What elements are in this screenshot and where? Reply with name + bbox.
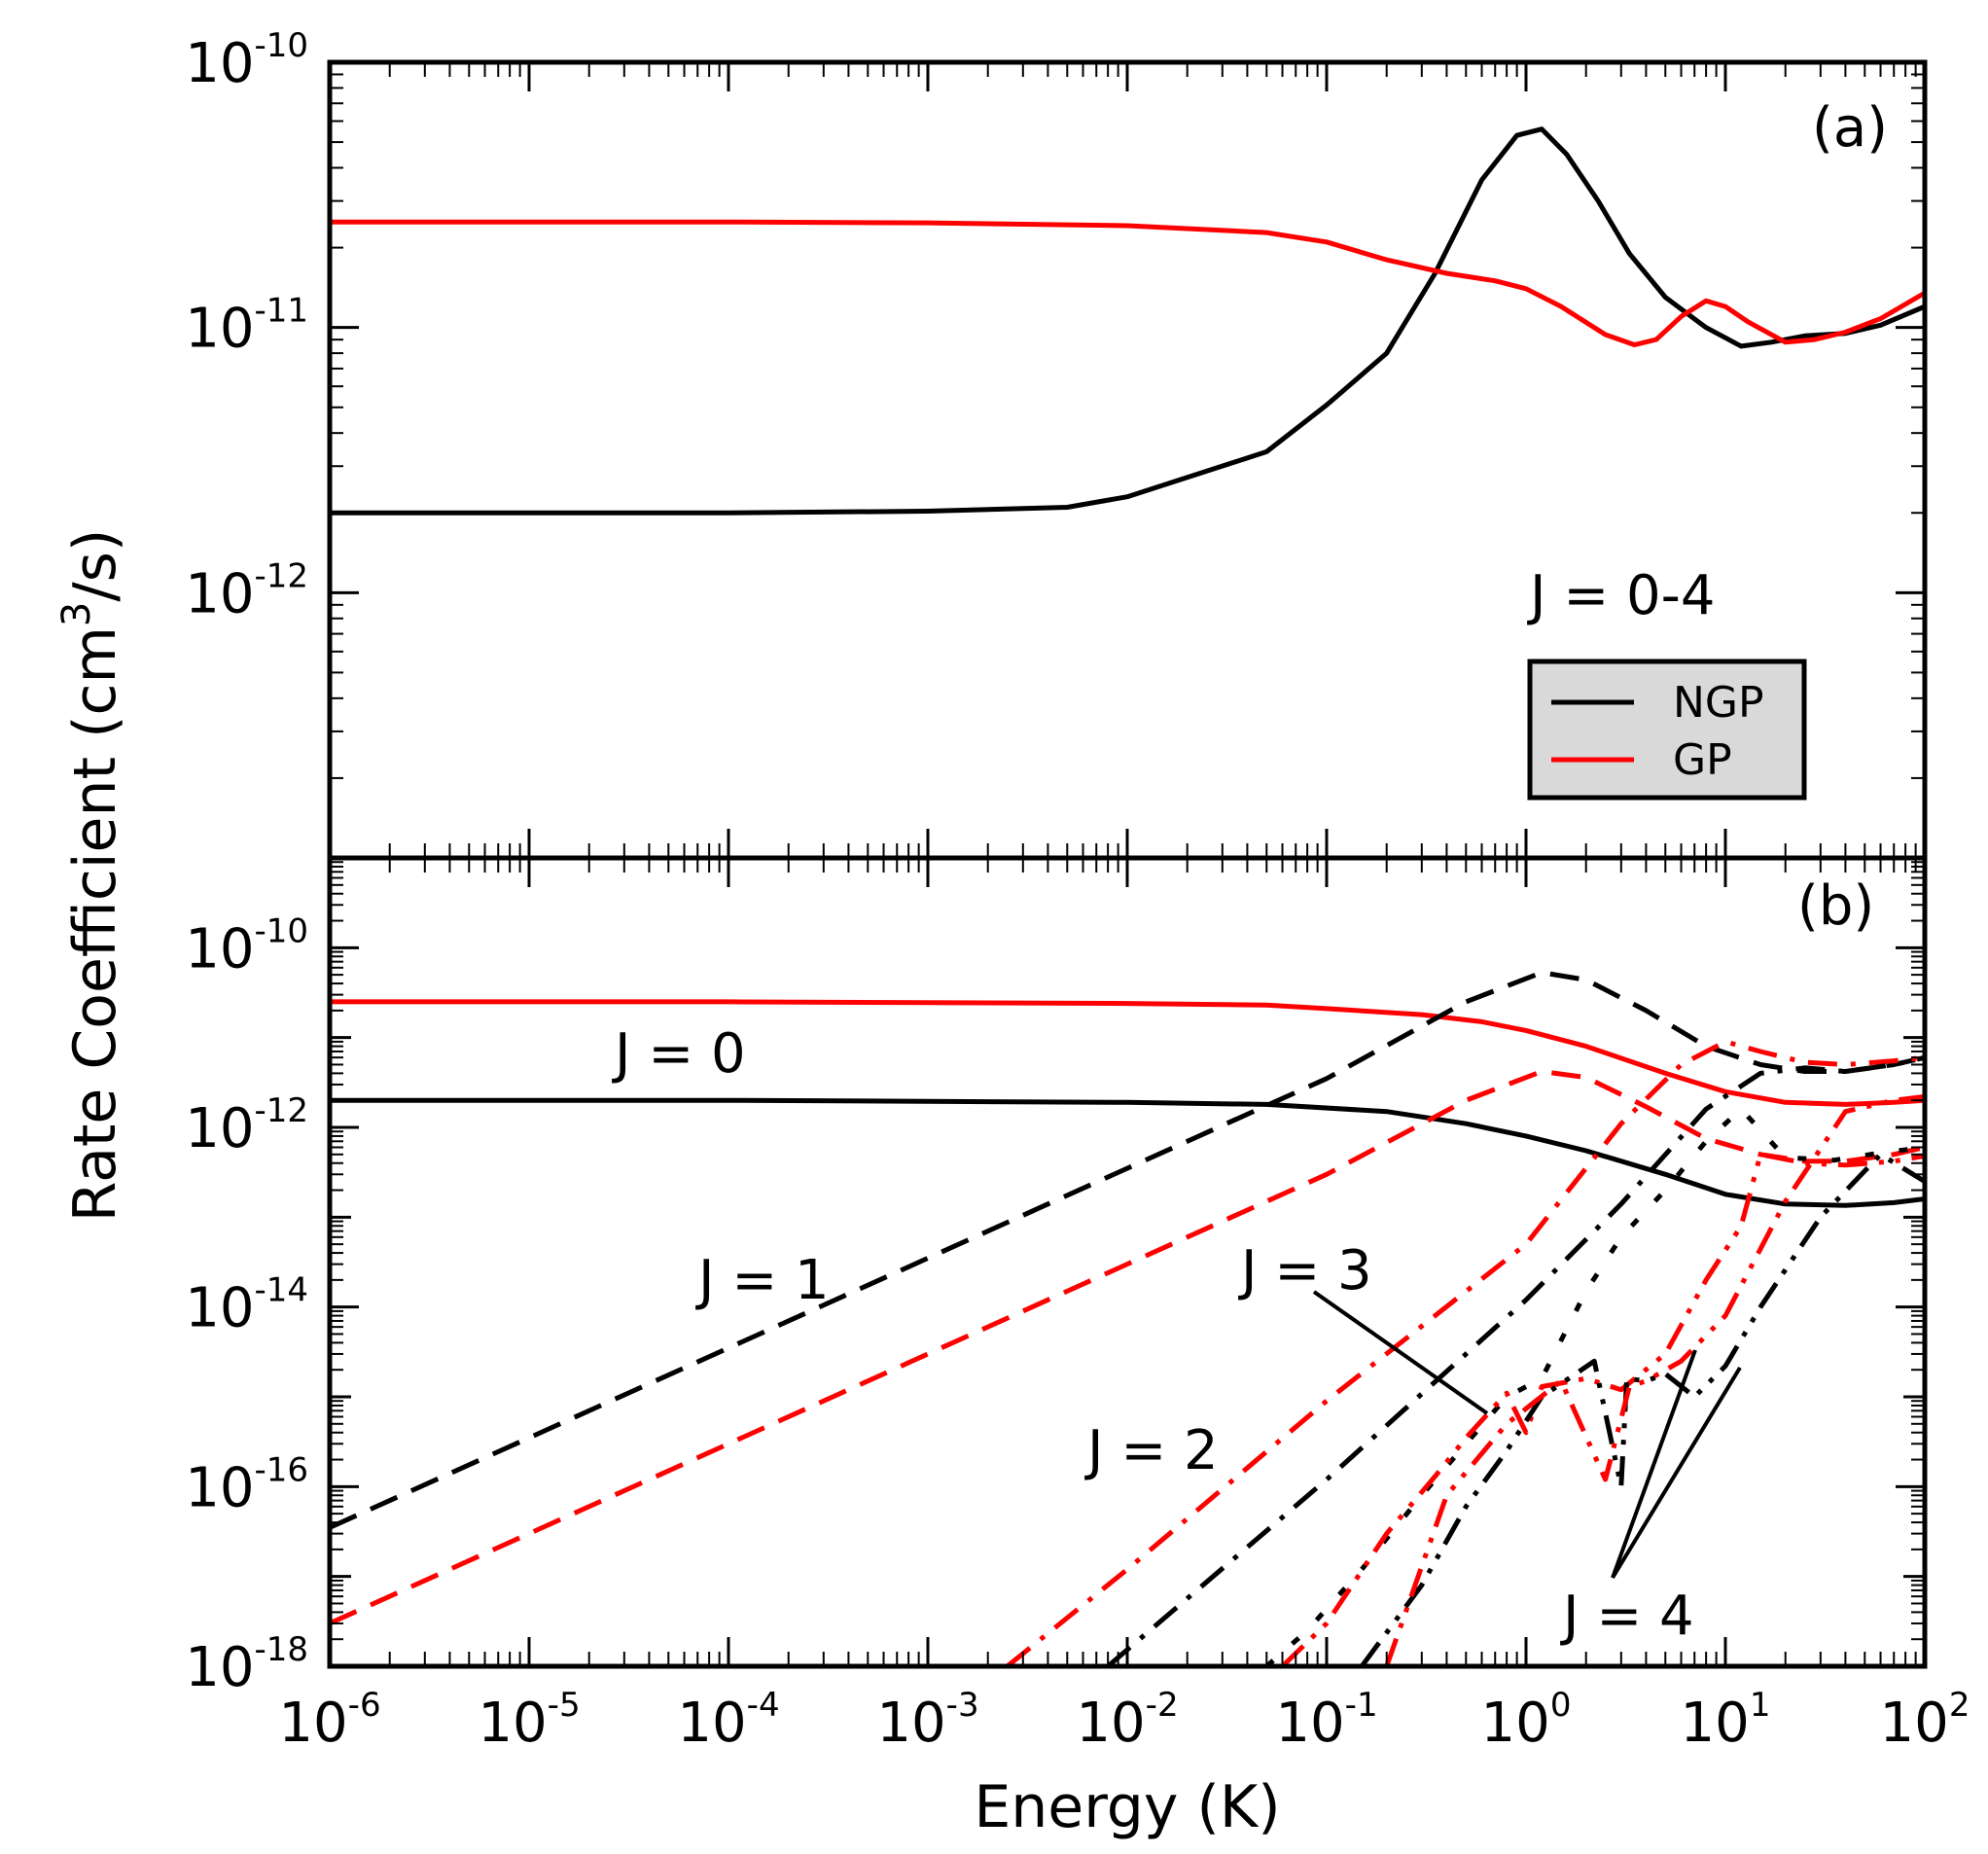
x-tick-base: 10 bbox=[1880, 1692, 1949, 1755]
y-tick-label-b: 10-18 bbox=[185, 1630, 308, 1699]
y-tick-exp: -16 bbox=[254, 1450, 308, 1489]
y-tick-label-b: 10-10 bbox=[185, 911, 308, 980]
y-axis-title: Rate Coefficient (cm3/s) bbox=[54, 529, 129, 1223]
x-tick-label: 10-3 bbox=[876, 1686, 978, 1755]
y-tick-label-a: 10-11 bbox=[185, 292, 308, 361]
x-tick-base: 10 bbox=[1481, 1692, 1550, 1755]
series-a-gp bbox=[330, 219, 1925, 347]
y-tick-exp: -10 bbox=[254, 26, 308, 65]
legend-label-gp: GP bbox=[1673, 735, 1732, 785]
j4-pointer-line-2 bbox=[1611, 1366, 1742, 1580]
y-tick-label-b: 10-14 bbox=[185, 1271, 308, 1340]
annotation-j1: J = 1 bbox=[695, 1249, 830, 1312]
x-tick-exp: 2 bbox=[1949, 1686, 1970, 1725]
legend-box bbox=[1527, 659, 1807, 801]
series-b-j-0-ngp bbox=[330, 1097, 1925, 1208]
j4-pointer-line-1 bbox=[1611, 1349, 1697, 1579]
series-b-j-3-gp bbox=[1280, 1152, 1925, 1666]
series-b-j-4-ngp bbox=[1360, 1152, 1925, 1666]
panel-b-label: (b) bbox=[1797, 874, 1874, 938]
y-tick-label-b: 10-16 bbox=[185, 1450, 308, 1519]
y-tick-base: 10 bbox=[185, 1456, 254, 1519]
y-tick-base: 10 bbox=[185, 917, 254, 980]
x-tick-exp: -2 bbox=[1146, 1686, 1179, 1725]
annotation-j3: J = 3 bbox=[1238, 1239, 1372, 1302]
j3-pointer-line bbox=[1312, 1290, 1489, 1415]
x-tick-exp: -6 bbox=[348, 1686, 381, 1725]
series-b-j-0-gp bbox=[330, 999, 1925, 1107]
x-tick-base: 10 bbox=[1076, 1692, 1145, 1755]
panel-a-annotation: J = 0-4 bbox=[1527, 564, 1716, 627]
y-tick-base: 10 bbox=[185, 1636, 254, 1699]
x-axis-title: Energy (K) bbox=[974, 1773, 1280, 1841]
y-tick-exp: -14 bbox=[254, 1271, 308, 1310]
panel-a-label: (a) bbox=[1812, 96, 1888, 160]
x-tick-label: 100 bbox=[1481, 1686, 1572, 1755]
legend-label-ngp: NGP bbox=[1673, 678, 1764, 728]
y-tick-base: 10 bbox=[185, 1097, 254, 1160]
y-tick-exp: -10 bbox=[254, 911, 308, 950]
x-tick-label: 10-5 bbox=[478, 1686, 580, 1755]
x-tick-base: 10 bbox=[677, 1692, 746, 1755]
series-b-j-2-gp bbox=[1006, 1039, 1925, 1666]
series-a-ngp bbox=[330, 126, 1925, 516]
y-tick-label-a: 10-10 bbox=[185, 26, 308, 95]
y-axis-title-tail: /s) bbox=[61, 529, 129, 602]
series-b-j-4-gp bbox=[1384, 1093, 1925, 1666]
x-tick-base: 10 bbox=[278, 1692, 347, 1755]
y-tick-base: 10 bbox=[185, 298, 254, 361]
y-tick-exp: -11 bbox=[254, 292, 308, 331]
series-b-j-2-ngp bbox=[1106, 1054, 1925, 1666]
y-axis-title-main: Rate Coefficient (cm bbox=[61, 626, 129, 1222]
x-tick-exp: -1 bbox=[1345, 1686, 1378, 1725]
x-tick-exp: -4 bbox=[747, 1686, 780, 1725]
panel-b-frame bbox=[327, 855, 1928, 1669]
x-tick-exp: 0 bbox=[1550, 1686, 1572, 1725]
annotation-j0: J = 0 bbox=[612, 1022, 746, 1086]
x-tick-exp: 1 bbox=[1750, 1686, 1771, 1725]
y-axis-title-sup: 3 bbox=[54, 602, 99, 626]
annotation-j2: J = 2 bbox=[1084, 1419, 1219, 1482]
legend: NGP GP bbox=[1527, 659, 1807, 801]
x-tick-label: 10-4 bbox=[677, 1686, 779, 1755]
x-tick-base: 10 bbox=[478, 1692, 547, 1755]
x-tick-base: 10 bbox=[1275, 1692, 1344, 1755]
x-tick-label: 10-2 bbox=[1076, 1686, 1178, 1755]
x-tick-label: 101 bbox=[1681, 1686, 1771, 1755]
x-tick-base: 10 bbox=[876, 1692, 945, 1755]
series-b-j-1-ngp bbox=[330, 970, 1925, 1530]
annotation-j4: J = 4 bbox=[1560, 1585, 1694, 1648]
y-tick-exp: -12 bbox=[254, 1091, 308, 1130]
y-tick-base: 10 bbox=[185, 1277, 254, 1340]
series-b-j-3-ngp bbox=[1264, 1106, 1925, 1666]
panel-b-plot-area bbox=[330, 970, 1925, 1666]
y-tick-label-a: 10-12 bbox=[185, 556, 308, 625]
x-tick-label: 10-6 bbox=[278, 1686, 380, 1755]
y-tick-exp: -12 bbox=[254, 556, 308, 595]
x-tick-exp: -3 bbox=[946, 1686, 979, 1725]
series-b-j-1-gp bbox=[330, 1069, 1925, 1626]
x-tick-label: 10-1 bbox=[1275, 1686, 1377, 1755]
y-tick-label-b: 10-12 bbox=[185, 1091, 308, 1160]
panel-a-plot-area bbox=[330, 126, 1925, 516]
x-tick-label: 102 bbox=[1880, 1686, 1970, 1755]
x-tick-base: 10 bbox=[1681, 1692, 1750, 1755]
x-tick-exp: -5 bbox=[548, 1686, 581, 1725]
y-tick-exp: -18 bbox=[254, 1630, 308, 1669]
y-tick-base: 10 bbox=[185, 32, 254, 95]
y-tick-base: 10 bbox=[185, 562, 254, 625]
